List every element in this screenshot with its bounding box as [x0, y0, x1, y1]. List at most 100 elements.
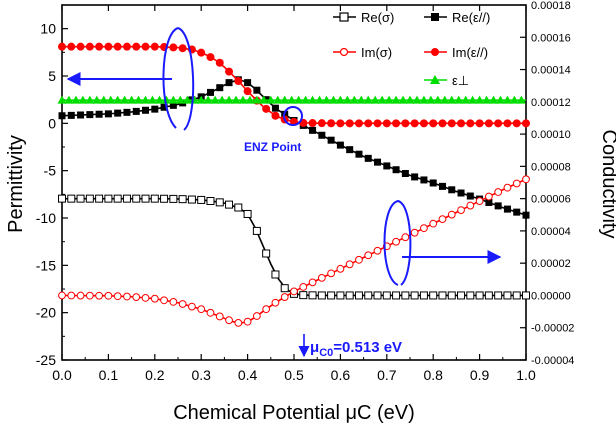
y-left-tick-label: 5 [48, 68, 56, 84]
series-1-point [466, 192, 474, 200]
series-4-point [120, 95, 130, 104]
series-1-point [336, 141, 344, 149]
series-4-point [168, 95, 178, 104]
series-1-point [494, 202, 502, 210]
series-3-point [169, 43, 178, 52]
series-2 [58, 175, 530, 327]
series-3-point [95, 42, 104, 51]
series-0-point [364, 291, 373, 300]
y-right-tick-label: 0.00010 [531, 129, 571, 141]
series-3-point [392, 119, 401, 128]
series-0-point [252, 226, 261, 235]
legend: Re(σ) Re(ε//) Im(σ) Im(ε//) ε⊥ [333, 10, 490, 88]
y-left-tick-label: -5 [44, 163, 57, 179]
series-4-point [134, 95, 144, 104]
series-2-point [243, 317, 252, 326]
series-3-point [522, 119, 530, 128]
series-1-point [503, 205, 511, 213]
series-1-point [420, 176, 428, 184]
series-4-point [92, 95, 102, 104]
series-2-point [234, 318, 243, 327]
x-tick-label: 0.4 [238, 367, 258, 383]
series-4-point [461, 95, 471, 104]
series-4-point [489, 95, 499, 104]
series-1-point [448, 186, 456, 194]
x-tick-label: 0.9 [470, 367, 490, 383]
mu-c0-annotation: μC0=0.513 eV [310, 339, 402, 359]
series-0-point [512, 291, 521, 300]
series-1-point [160, 103, 168, 111]
series-2-point [327, 269, 336, 278]
series-3-point [234, 77, 243, 86]
series-4-point [356, 95, 366, 104]
y-left-tick-label: 10 [40, 21, 56, 37]
series-4-point [99, 95, 109, 104]
series-3-point [122, 42, 131, 51]
series-4-point [349, 95, 359, 104]
series-1-point [104, 110, 112, 118]
series-2-point [290, 287, 298, 296]
series-4-point [502, 95, 512, 104]
series-0-point [345, 291, 354, 300]
series-1-point [401, 170, 409, 178]
y-right-tick-label: 0.00018 [531, 0, 571, 12]
series-1-point [271, 104, 279, 112]
series-3-point [503, 119, 512, 128]
series-3-point [382, 119, 391, 128]
enz-point-label: ENZ Point [244, 140, 301, 154]
series-4-point [308, 95, 318, 104]
series-3-point [104, 42, 113, 51]
series-1-point [132, 107, 140, 115]
series-1-point [355, 150, 363, 158]
legend-entry-im-sigma: Im(σ) [333, 45, 392, 60]
series-2-line [61, 178, 527, 324]
x-tick-label: 0.7 [377, 367, 397, 383]
series-4-point [266, 95, 276, 104]
y-right-tick-label: 0.00004 [531, 226, 571, 238]
y-left-tick-label: 0 [48, 115, 56, 131]
x-tick-label: 0.5 [284, 367, 304, 383]
series-2-point [252, 312, 261, 320]
series-4-point [475, 95, 485, 104]
series-0-point [178, 195, 187, 204]
series-2-point [345, 260, 354, 269]
series-0-point [382, 291, 391, 300]
y-right-tick-label: -0.00002 [531, 323, 574, 335]
series-4-point [85, 95, 95, 104]
series-2-point [392, 237, 400, 246]
series-2-point [215, 312, 224, 321]
series-4-point [217, 95, 227, 104]
y-right-tick-label: 0.00006 [531, 194, 571, 206]
series-1-point [438, 182, 446, 190]
series-0-point [522, 291, 530, 300]
series-4-point [335, 95, 345, 104]
y-left-tick-label: -25 [36, 352, 56, 368]
series-0-point [206, 197, 215, 206]
series-4-point [57, 95, 67, 104]
series-4-point [147, 95, 157, 104]
series-2-point [85, 291, 94, 300]
series-0-point [197, 195, 206, 204]
series-4-point [321, 95, 331, 104]
series-4-point [287, 95, 297, 104]
series-0-point [447, 291, 456, 300]
series-3-point [410, 119, 419, 128]
y-right-tick-label: 0.00016 [531, 32, 571, 44]
series-0-point [234, 203, 243, 212]
series-3-point [354, 119, 363, 128]
x-tick-label: 0.6 [331, 367, 351, 383]
series-2-point [141, 294, 150, 302]
series-3-point [327, 119, 336, 128]
series-2-point [355, 255, 363, 264]
series-1-point [86, 111, 94, 119]
legend-label-im-eps-par: Im(ε//) [452, 45, 488, 60]
series-3 [58, 42, 530, 128]
y-right-tick-label: 0.00002 [531, 258, 571, 270]
series-2-point [420, 224, 428, 233]
series-3-point [494, 119, 503, 128]
series-4-point [224, 95, 234, 104]
series-4-point [203, 95, 213, 104]
series-3-point [457, 119, 466, 128]
series-0-point [438, 291, 447, 300]
